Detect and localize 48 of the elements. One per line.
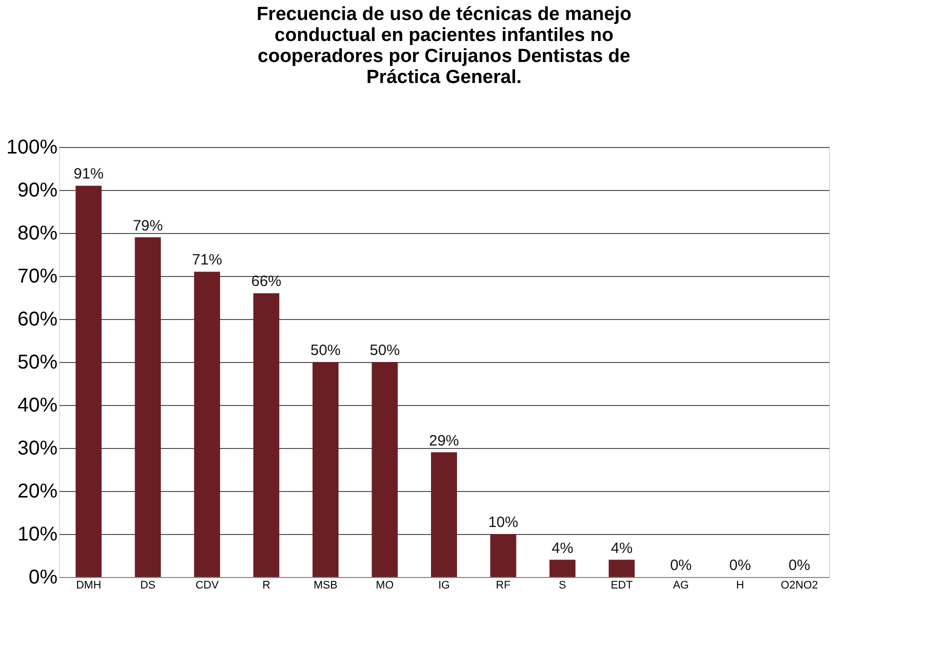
y-tick-label: 0% (28, 566, 58, 588)
y-tick-label: 50% (17, 352, 58, 374)
data-label: 4% (552, 540, 574, 557)
x-tick-label: DMH (76, 580, 102, 592)
x-tick-label: CDV (195, 580, 220, 592)
bar (253, 293, 280, 577)
x-tick-label: EDT (610, 580, 633, 592)
bar (134, 237, 161, 577)
data-label: 79% (132, 217, 163, 234)
y-tick-label: 90% (17, 180, 58, 202)
bar (608, 560, 635, 577)
y-tick-label: 100% (6, 136, 58, 158)
x-tick-label: IG (438, 580, 450, 592)
bar (372, 362, 398, 577)
y-tick-label: 60% (17, 308, 58, 330)
data-label: 91% (74, 166, 104, 183)
x-tick-label: H (736, 580, 744, 592)
y-tick-label: 70% (17, 266, 58, 288)
chart-title: Frecuencia de uso de técnicas de manejo conductual en pacientes infantiles no cooperadores por Cirujanos Dentistas de Práctica General. (256, 4, 632, 88)
x-tick-label: O2NO2 (780, 580, 818, 592)
bar (76, 186, 102, 577)
data-label: 10% (488, 514, 518, 531)
bar (312, 362, 339, 577)
bar (194, 272, 220, 577)
data-label: 0% (670, 557, 692, 574)
data-label: 29% (428, 432, 460, 450)
y-tick-label: 80% (17, 222, 58, 244)
data-label: 0% (729, 557, 751, 574)
x-tick-label: MSB (314, 580, 338, 592)
data-label: 50% (310, 342, 341, 359)
x-tick-label: S (558, 580, 566, 592)
data-label: 71% (192, 252, 222, 269)
x-tick-label: RF (496, 580, 511, 592)
data-label: 66% (251, 273, 282, 290)
data-label: 4% (610, 540, 633, 557)
y-tick-label: 20% (17, 480, 58, 502)
bar (431, 452, 457, 577)
bar (549, 560, 576, 577)
y-tick-label: 40% (17, 394, 58, 416)
x-tick-label: R (262, 580, 270, 592)
y-tick-label: 10% (17, 524, 58, 546)
bar (490, 534, 516, 577)
data-label: 50% (370, 342, 400, 359)
y-tick-label: 30% (17, 438, 58, 460)
x-tick-label: MO (376, 580, 394, 592)
x-tick-label: DS (140, 580, 156, 592)
data-label: 0% (788, 557, 810, 574)
x-tick-label: AG (672, 580, 689, 592)
